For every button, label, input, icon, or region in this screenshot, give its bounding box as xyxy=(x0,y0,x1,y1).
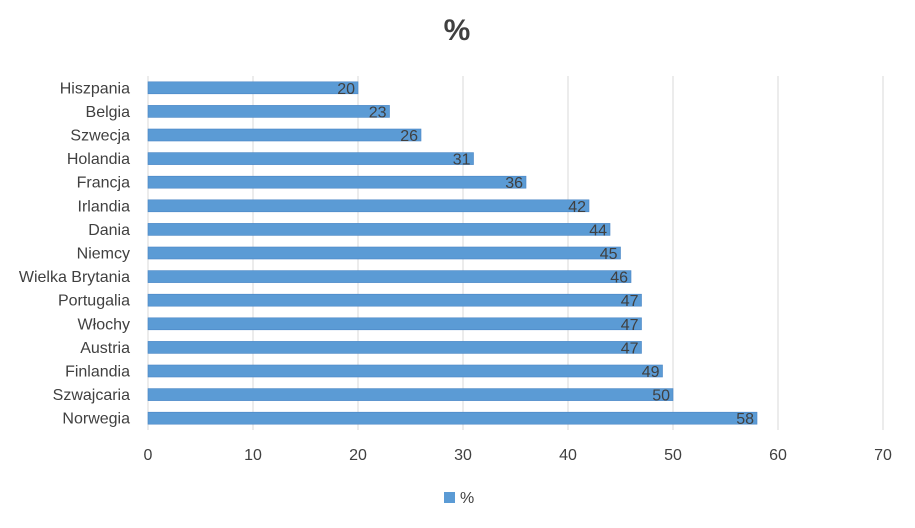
category-label: Francja xyxy=(77,175,130,192)
category-label: Belgia xyxy=(86,104,131,121)
data-label: 42 xyxy=(568,199,586,216)
x-tick-label: 0 xyxy=(144,447,153,464)
category-label: Norwegia xyxy=(62,411,130,428)
data-label: 49 xyxy=(642,364,660,381)
data-label: 44 xyxy=(589,222,607,239)
x-axis-ticks: 0 10 20 30 40 50 60 70 xyxy=(144,447,892,464)
bar xyxy=(147,388,674,401)
bar xyxy=(147,411,758,425)
category-label: Dania xyxy=(88,222,130,239)
data-label: 47 xyxy=(621,340,639,357)
data-label: 47 xyxy=(621,293,639,310)
category-labels: Hiszpania Belgia Szwecja Holandia Francja Irl… xyxy=(19,80,130,427)
category-label: Hiszpania xyxy=(60,80,130,97)
x-tick-label: 30 xyxy=(454,447,472,464)
bar xyxy=(147,128,422,142)
bar xyxy=(147,364,663,378)
category-label: Szwecja xyxy=(70,128,130,145)
category-label: Austria xyxy=(80,340,130,357)
bar xyxy=(147,81,359,95)
x-tick-label: 50 xyxy=(664,447,682,464)
x-tick-label: 40 xyxy=(559,447,577,464)
data-label: 36 xyxy=(505,175,523,192)
x-tick-label: 10 xyxy=(244,447,262,464)
category-label: Wielka Brytania xyxy=(19,269,130,286)
bar xyxy=(147,341,642,354)
category-label: Holandia xyxy=(67,151,130,168)
data-label: 23 xyxy=(369,104,387,121)
x-tick-label: 70 xyxy=(874,447,892,464)
bar xyxy=(147,246,621,260)
category-label: Niemcy xyxy=(77,246,130,263)
bar xyxy=(147,199,590,213)
bar xyxy=(147,175,527,189)
legend-label: % xyxy=(460,490,474,507)
data-label: 45 xyxy=(600,246,618,263)
data-label: 58 xyxy=(736,411,754,428)
category-label: Włochy xyxy=(78,316,130,333)
bar xyxy=(147,270,632,283)
x-tick-label: 20 xyxy=(349,447,367,464)
data-label: 31 xyxy=(453,152,471,169)
legend: % xyxy=(444,490,474,507)
x-tick-label: 60 xyxy=(769,447,787,464)
data-label: 50 xyxy=(652,388,670,405)
data-label: 47 xyxy=(621,317,639,334)
bar xyxy=(147,105,390,118)
category-label: Szwajcaria xyxy=(53,387,130,404)
data-label: 46 xyxy=(610,270,628,287)
category-label: Irlandia xyxy=(78,198,131,215)
bar xyxy=(147,223,611,236)
category-label: Portugalia xyxy=(58,293,130,310)
category-label: Finlandia xyxy=(65,364,130,381)
bar xyxy=(147,317,642,331)
bar xyxy=(147,152,474,165)
legend-swatch xyxy=(444,492,455,503)
bar xyxy=(147,293,642,307)
chart-title: % xyxy=(444,14,471,47)
data-label: 26 xyxy=(400,128,418,145)
data-label: 20 xyxy=(337,81,355,98)
bars xyxy=(147,81,758,425)
